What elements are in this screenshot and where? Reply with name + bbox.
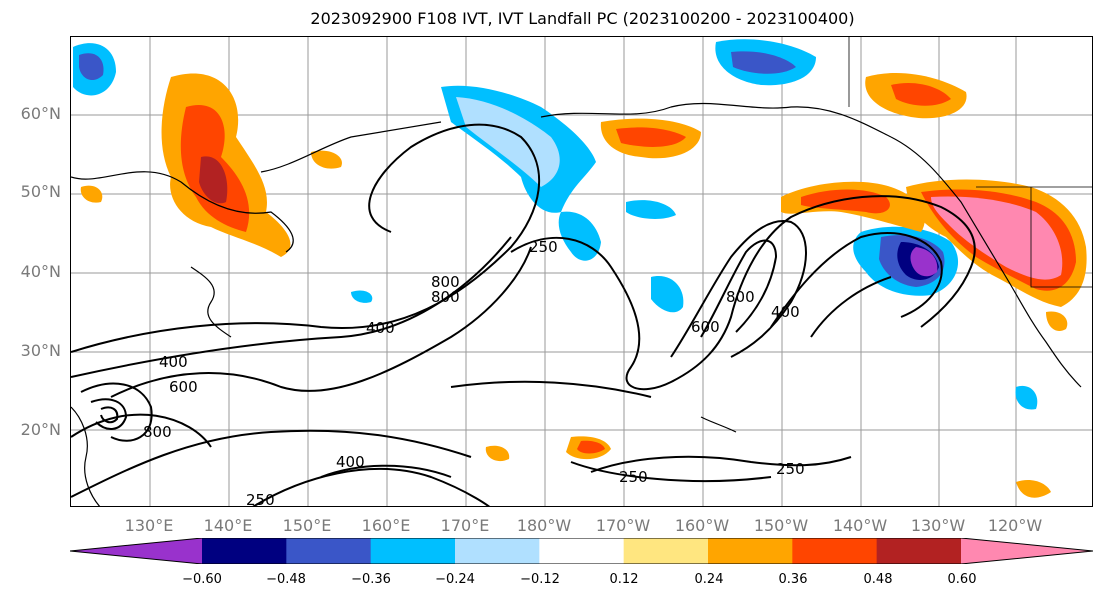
cbar-tick-1: −0.60: [182, 572, 222, 587]
contour-label-400-west: 400: [159, 353, 188, 371]
lon-label-130w: 130°W: [910, 516, 966, 535]
colorbar: [70, 538, 1093, 564]
map-panel: 400 600 800 800 800 400 250 400 600 800 …: [70, 36, 1093, 507]
cbar-tick-5: −0.12: [520, 572, 560, 587]
colorbar-segment-4: [455, 538, 540, 564]
contour-label-group: 400 600 800 800 800 400 250 400 600 800 …: [143, 238, 805, 507]
colorbar-segment-5: [539, 538, 625, 564]
contour-label-400-east: 400: [771, 303, 800, 321]
colorbar-segments: [70, 538, 1093, 564]
colorbar-segment-1: [202, 538, 287, 564]
contour-label-250-north: 250: [529, 238, 558, 256]
lon-label-120w: 120°W: [987, 516, 1043, 535]
lon-label-130e: 130°E: [124, 516, 174, 535]
ivt-contours: [71, 123, 976, 506]
colorbar-segment-6: [623, 538, 709, 564]
colorbar-segment-9: [876, 538, 962, 564]
cbar-tick-2: −0.48: [266, 572, 306, 587]
contour-label-250-south: 250: [619, 468, 648, 486]
lon-label-150e: 150°E: [282, 516, 332, 535]
colorbar-segment-0: [70, 538, 202, 564]
lon-label-180w: 180°W: [516, 516, 572, 535]
cbar-tick-3: −0.36: [351, 572, 391, 587]
cbar-tick-6: 0.12: [609, 572, 639, 587]
lat-label-50: 50°N: [20, 182, 61, 201]
lat-label-60: 60°N: [20, 104, 61, 123]
contour-label-250-se: 250: [776, 460, 805, 478]
lon-label-170e: 170°E: [440, 516, 490, 535]
contour-label-400-center: 400: [366, 319, 395, 337]
cbar-tick-7: 0.24: [694, 572, 724, 587]
colorbar-segment-2: [286, 538, 372, 564]
contour-label-600-west: 600: [169, 378, 198, 396]
cbar-tick-9: 0.48: [863, 572, 893, 587]
lat-label-30: 30°N: [20, 341, 61, 360]
lon-label-160e: 160°E: [361, 516, 411, 535]
lon-label-170w: 170°W: [595, 516, 651, 535]
contour-label-800-center: 800: [431, 273, 460, 291]
lon-label-140w: 140°W: [832, 516, 888, 535]
contour-label-600-east: 600: [691, 318, 720, 336]
contour-label-400-south: 400: [336, 453, 365, 471]
contour-label-250-sw: 250: [246, 491, 275, 507]
coastlines: [71, 102, 1082, 506]
lon-label-140e: 140°E: [203, 516, 253, 535]
colorbar-segment-8: [792, 538, 878, 564]
map-canvas: 400 600 800 800 800 400 250 400 600 800 …: [71, 37, 1092, 507]
colorbar-segment-3: [370, 538, 456, 564]
chart-title: 2023092900 F108 IVT, IVT Landfall PC (20…: [310, 9, 855, 28]
borders: [848, 37, 1092, 288]
lon-label-160w: 160°W: [674, 516, 730, 535]
contour-label-800-west: 800: [143, 423, 172, 441]
cbar-tick-4: −0.24: [435, 572, 475, 587]
colorbar-segment-10: [961, 538, 1093, 564]
contour-label-800-east: 800: [726, 288, 755, 306]
lon-label-150w: 150°W: [753, 516, 809, 535]
cbar-tick-10: 0.60: [947, 572, 977, 587]
lat-label-20: 20°N: [20, 420, 61, 439]
ivt-anomaly-fills: [73, 39, 1087, 498]
cbar-tick-8: 0.36: [778, 572, 808, 587]
colorbar-segment-7: [708, 538, 793, 564]
contour-label-800-center-2: 800: [431, 288, 460, 306]
lat-label-40: 40°N: [20, 262, 61, 281]
